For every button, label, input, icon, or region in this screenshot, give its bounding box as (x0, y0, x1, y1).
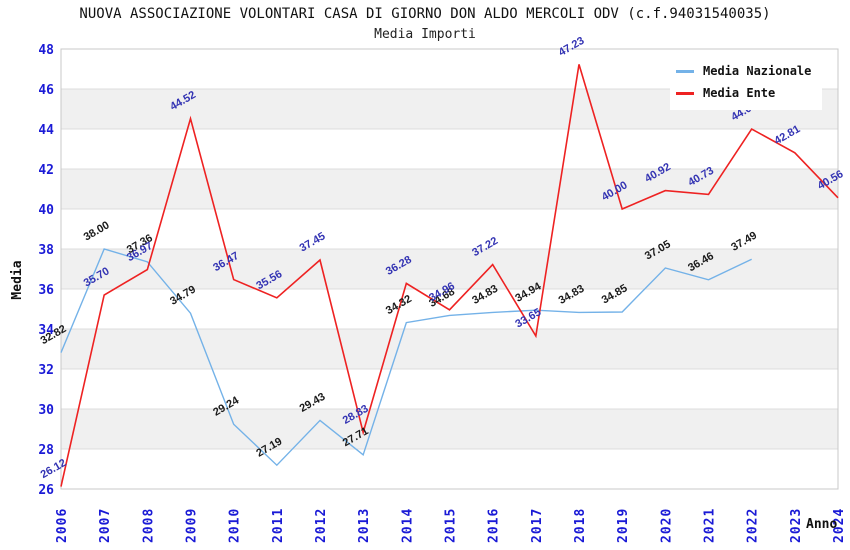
legend-swatch-media-ente (676, 91, 694, 95)
x-tick-2015: 2015 (444, 508, 459, 543)
plot-band (61, 329, 838, 369)
plot-band (61, 169, 838, 209)
legend: Media Nazionale Media Ente (670, 55, 822, 110)
y-tick-26: 26 (38, 483, 54, 498)
y-tick-40: 40 (38, 203, 54, 218)
value-label-media-nazionale-2014: 34.32 (384, 293, 414, 317)
y-tick-48: 48 (38, 43, 54, 58)
x-tick-2012: 2012 (314, 508, 329, 543)
legend-item-media-nazionale: Media Nazionale (676, 60, 822, 82)
x-tick-2013: 2013 (357, 508, 372, 543)
x-tick-2014: 2014 (400, 508, 415, 543)
x-tick-2019: 2019 (616, 508, 631, 543)
chart-subtitle: Media Importi (374, 27, 476, 42)
legend-item-media-ente: Media Ente (676, 82, 822, 104)
x-tick-2008: 2008 (141, 508, 156, 543)
x-tick-2022: 2022 (746, 508, 761, 543)
x-tick-2006: 2006 (55, 508, 70, 543)
x-tick-2017: 2017 (530, 508, 545, 543)
legend-swatch-media-nazionale (676, 69, 694, 73)
x-tick-2018: 2018 (573, 508, 588, 543)
x-tick-2009: 2009 (185, 508, 200, 543)
y-tick-46: 46 (38, 83, 54, 98)
value-label-media-ente-2018: 47.23 (557, 35, 587, 59)
y-tick-34: 34 (38, 323, 54, 338)
series-line-media-ente (60, 64, 839, 487)
y-tick-42: 42 (38, 163, 54, 178)
value-label-media-ente-2006: 26.12 (39, 457, 69, 481)
x-tick-2023: 2023 (789, 508, 804, 543)
value-label-media-nazionale-2007: 38.00 (82, 219, 112, 243)
x-tick-2021: 2021 (703, 508, 718, 543)
plot-band (61, 249, 838, 289)
y-tick-32: 32 (38, 363, 54, 378)
y-tick-30: 30 (38, 403, 54, 418)
plot-border (60, 48, 839, 490)
x-tick-2016: 2016 (487, 508, 502, 543)
series-line-media-nazionale (60, 248, 752, 467)
plot-band (61, 409, 838, 449)
y-tick-38: 38 (38, 243, 54, 258)
y-tick-44: 44 (38, 123, 54, 138)
x-tick-2020: 2020 (659, 508, 674, 543)
y-tick-28: 28 (38, 443, 54, 458)
x-tick-2024: 2024 (832, 508, 847, 543)
legend-label-media-ente: Media Ente (703, 86, 776, 100)
x-tick-2010: 2010 (228, 508, 243, 543)
y-tick-36: 36 (38, 283, 54, 298)
chart-title: NUOVA ASSOCIAZIONE VOLONTARI CASA DI GIO… (79, 6, 771, 22)
x-axis-title: Anno (806, 517, 838, 532)
legend-label-media-nazionale: Media Nazionale (703, 64, 812, 78)
x-tick-2007: 2007 (98, 508, 113, 543)
x-tick-2011: 2011 (271, 508, 286, 543)
